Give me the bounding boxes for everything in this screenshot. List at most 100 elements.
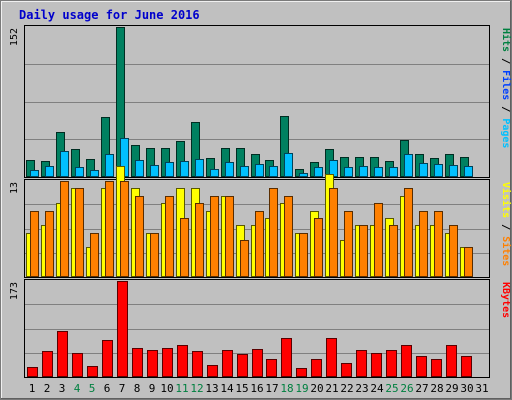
bar-files-19: [299, 173, 308, 177]
bar-kbytes-18: [281, 338, 292, 377]
bar-sites-29: [449, 225, 458, 277]
bar-sites-10: [165, 196, 174, 277]
x-tick-label-12: 12: [190, 382, 203, 395]
x-tick-label-23: 23: [355, 382, 368, 395]
x-tick-label-4: 4: [74, 382, 81, 395]
x-tick-label-20: 20: [310, 382, 323, 395]
bar-sites-13: [210, 196, 219, 277]
bar-kbytes-2: [42, 351, 53, 377]
bar-files-26: [404, 154, 413, 177]
y-max-label: 173: [9, 282, 20, 300]
bar-sites-3: [60, 181, 69, 277]
axis-label-part: Visits: [500, 182, 512, 218]
x-tick-label-14: 14: [220, 382, 234, 395]
x-tick-label-5: 5: [89, 382, 96, 395]
axis-label-part: Sites: [500, 236, 512, 266]
bar-sites-2: [45, 211, 54, 277]
bar-sites-16: [255, 211, 264, 277]
bar-kbytes-9: [147, 350, 158, 377]
bar-sites-28: [434, 211, 443, 277]
axis-label-part: Hits: [500, 28, 512, 52]
bar-kbytes-6: [102, 340, 113, 377]
bar-sites-22: [344, 211, 353, 277]
bar-files-14: [225, 162, 234, 177]
bar-sites-6: [105, 181, 114, 277]
x-tick-label-7: 7: [119, 382, 126, 395]
bar-kbytes-12: [192, 351, 203, 377]
bar-sites-4: [75, 188, 84, 277]
bar-sites-14: [225, 196, 234, 277]
x-tick-label-26: 26: [400, 382, 413, 395]
x-tick-label-17: 17: [265, 382, 278, 395]
x-tick-label-18: 18: [280, 382, 293, 395]
x-tick-label-19: 19: [295, 382, 308, 395]
bar-files-9: [150, 165, 159, 177]
bar-sites-5: [90, 233, 99, 277]
bar-files-28: [434, 164, 443, 177]
y-max-label: 152: [9, 28, 20, 46]
bar-sites-9: [150, 233, 159, 277]
bar-kbytes-28: [431, 359, 442, 377]
bar-kbytes-27: [416, 356, 427, 377]
bar-files-17: [269, 166, 278, 177]
bar-kbytes-10: [162, 348, 173, 377]
x-tick-label-9: 9: [149, 382, 156, 395]
bar-kbytes-1: [27, 367, 38, 377]
x-tick-label-11: 11: [175, 382, 188, 395]
bar-kbytes-3: [57, 331, 68, 377]
bar-kbytes-13: [207, 365, 218, 377]
axis-label-part: /: [500, 52, 511, 70]
bar-kbytes-5: [87, 366, 98, 377]
bar-sites-1: [30, 211, 39, 277]
bar-sites-18: [284, 196, 293, 277]
bar-files-25: [389, 167, 398, 177]
y-max-label: 13: [9, 182, 20, 194]
bar-kbytes-21: [326, 338, 337, 377]
bar-sites-7: [120, 181, 129, 277]
bar-files-15: [240, 166, 249, 177]
x-tick-label-22: 22: [340, 382, 353, 395]
x-tick-label-3: 3: [59, 382, 66, 395]
bar-files-6: [105, 154, 114, 177]
bar-kbytes-17: [266, 359, 277, 377]
bar-files-30: [464, 166, 473, 177]
bar-kbytes-24: [371, 353, 382, 377]
bar-kbytes-22: [341, 363, 352, 377]
chart-title: Daily usage for June 2016: [19, 8, 200, 22]
bar-kbytes-29: [446, 345, 457, 377]
axis-label-part: Files: [500, 70, 512, 100]
bar-kbytes-11: [177, 345, 188, 377]
bar-files-1: [30, 170, 39, 177]
bar-sites-30: [464, 247, 473, 277]
axis-label-part: /: [500, 100, 511, 118]
x-tick-label-29: 29: [445, 382, 458, 395]
bar-kbytes-8: [132, 348, 143, 377]
bar-files-5: [90, 170, 99, 177]
bar-kbytes-30: [461, 356, 472, 377]
bar-sites-23: [359, 225, 368, 277]
bar-files-18: [284, 153, 293, 177]
axis-label-part: /: [500, 218, 511, 236]
bar-sites-24: [374, 203, 383, 277]
bar-files-3: [60, 151, 69, 177]
bar-files-20: [314, 167, 323, 177]
bar-kbytes-7: [117, 281, 128, 377]
bar-sites-12: [195, 203, 204, 277]
axis-label-visits-sites: Visits / Sites: [500, 182, 512, 266]
bar-files-8: [135, 160, 144, 177]
bar-files-27: [419, 163, 428, 177]
bar-sites-19: [299, 233, 308, 277]
bar-files-11: [180, 161, 189, 177]
x-tick-label-30: 30: [460, 382, 473, 395]
axis-label-kbytes: KBytes: [500, 282, 511, 318]
bar-kbytes-16: [252, 349, 263, 377]
bar-sites-25: [389, 225, 398, 277]
x-tick-label-8: 8: [134, 382, 141, 395]
bar-sites-17: [269, 188, 278, 277]
bar-files-2: [45, 166, 54, 177]
bar-sites-11: [180, 218, 189, 277]
bar-kbytes-4: [72, 353, 83, 377]
bar-files-23: [359, 166, 368, 177]
bar-kbytes-15: [237, 354, 248, 377]
x-tick-label-2: 2: [44, 382, 51, 395]
